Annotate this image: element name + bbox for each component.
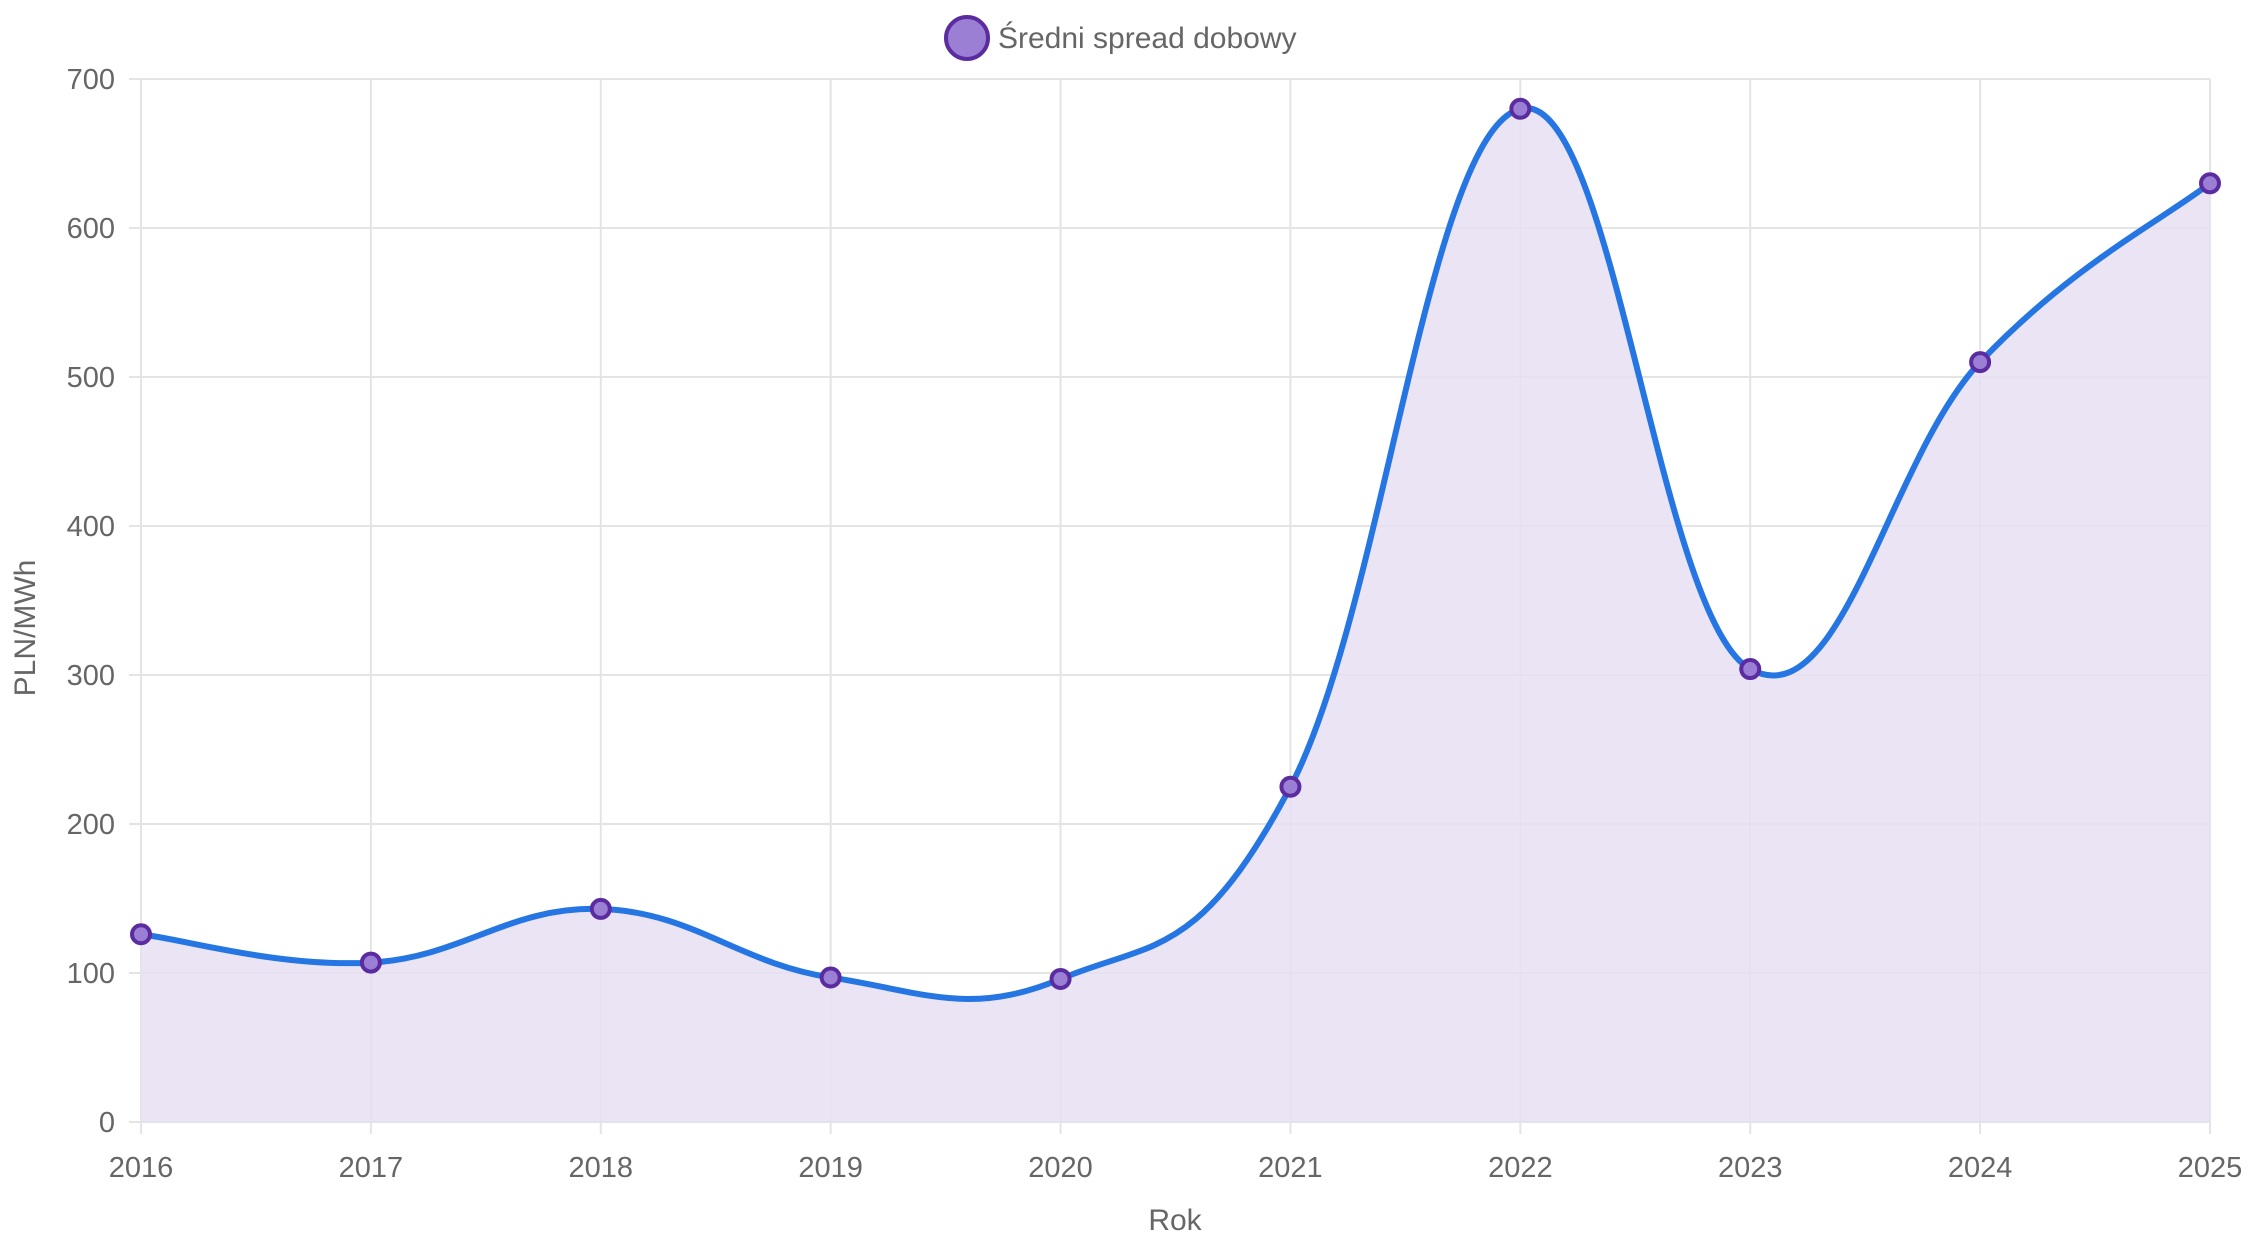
x-axis-ticks: 2016 2017 2018 2019 2020 2021 2022 2023 2024 2025 (109, 1152, 2243, 1184)
y-tick-label: 400 (67, 511, 115, 543)
area-layer (141, 108, 2210, 1123)
x-axis-title: Rok (1148, 1204, 1202, 1237)
data-point-2025[interactable] (2199, 172, 2221, 195)
x-tick-label: 2020 (1028, 1152, 1093, 1184)
data-point-2020[interactable] (1049, 967, 1072, 990)
data-point-2019[interactable] (819, 966, 842, 989)
y-tick-label: 500 (67, 362, 115, 394)
x-tick-label: 2023 (1718, 1152, 1783, 1184)
data-point-2018[interactable] (589, 897, 612, 920)
legend-label: Średni spread dobowy (998, 21, 1297, 55)
x-tick-label: 2019 (798, 1152, 863, 1184)
y-axis-ticks: 0 100 200 300 400 500 600 700 (67, 64, 115, 1139)
y-tick-label: 300 (67, 660, 115, 692)
x-tick-label: 2021 (1258, 1152, 1323, 1184)
x-tick-label: 2025 (2178, 1152, 2243, 1184)
y-axis-title: PLN/MWh (9, 560, 42, 697)
x-tick-label: 2022 (1488, 1152, 1553, 1184)
data-point-2016[interactable] (130, 923, 152, 946)
legend[interactable]: Średni spread dobowy (944, 15, 1297, 61)
y-tick-label: 0 (99, 1107, 115, 1139)
data-point-2017[interactable] (359, 951, 382, 974)
data-point-2024[interactable] (1969, 351, 1992, 374)
data-point-2022[interactable] (1509, 97, 1532, 120)
y-tick-label: 700 (67, 64, 115, 96)
y-tick-label: 100 (67, 958, 115, 990)
y-tick-label: 200 (67, 809, 115, 841)
line-layer (140, 105, 2212, 1002)
x-tick-label: 2016 (109, 1152, 174, 1184)
data-point-2023[interactable] (1739, 658, 1762, 681)
legend-marker-icon (944, 15, 990, 61)
series-area-fill (141, 108, 2210, 1123)
series-line (140, 105, 2212, 1002)
x-tick-label: 2018 (569, 1152, 634, 1184)
point-layer (130, 97, 2221, 990)
data-point-2021[interactable] (1279, 775, 1302, 798)
x-tick-label: 2024 (1948, 1152, 2013, 1184)
x-tick-label: 2017 (339, 1152, 404, 1184)
y-tick-label: 600 (67, 213, 115, 245)
